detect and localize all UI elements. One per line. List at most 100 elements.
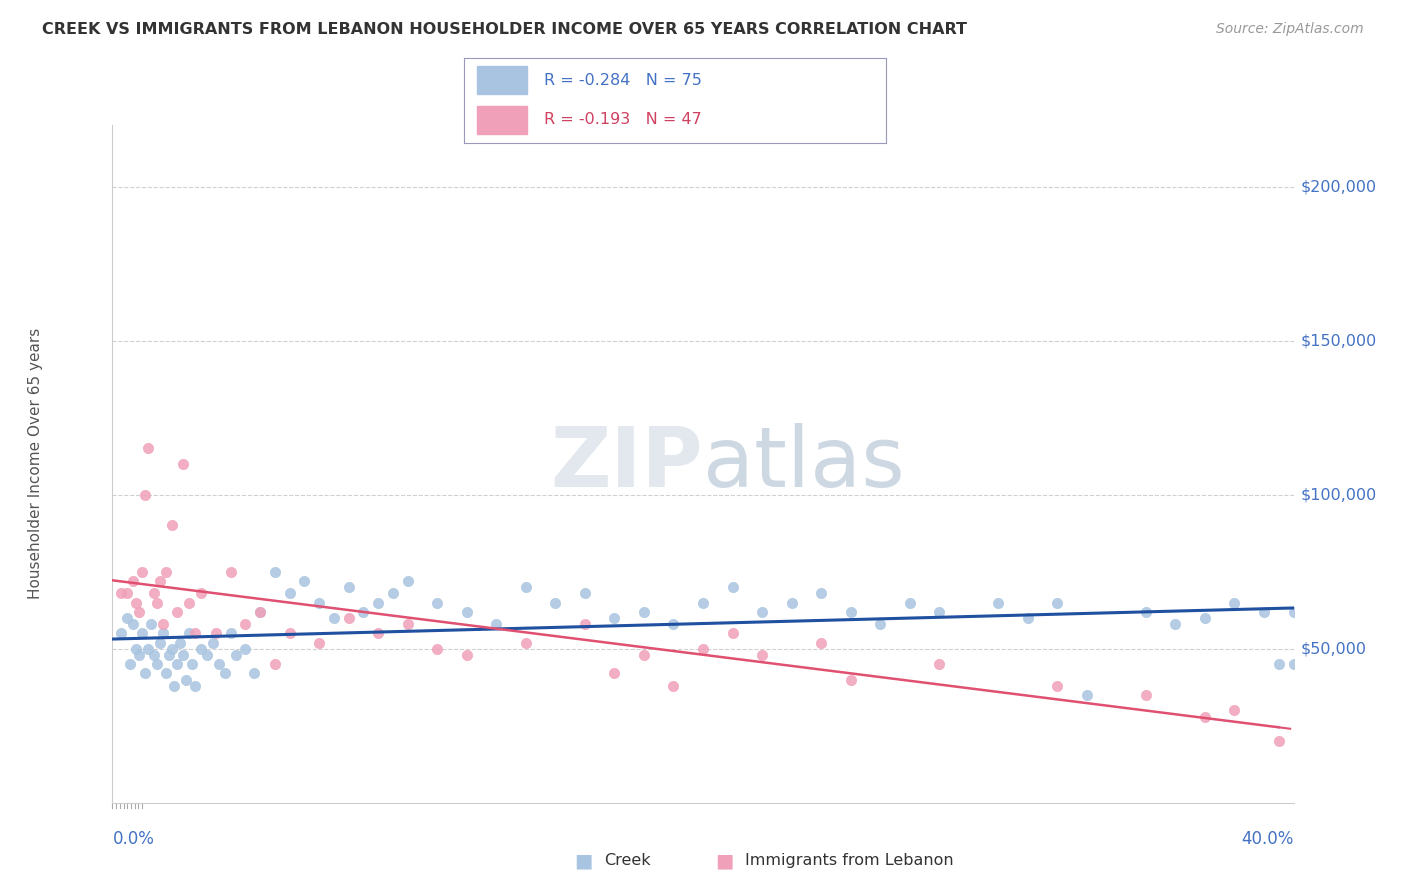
Point — [208, 657, 231, 672]
Point — [1046, 679, 1069, 693]
Point — [139, 617, 162, 632]
Point — [721, 580, 744, 594]
Point — [810, 586, 832, 600]
Point — [142, 648, 165, 662]
Point — [125, 595, 148, 609]
Text: R = -0.193   N = 47: R = -0.193 N = 47 — [544, 112, 702, 128]
Text: $200,000: $200,000 — [1301, 179, 1376, 194]
Point — [128, 605, 150, 619]
Point — [174, 673, 197, 687]
Point — [142, 586, 165, 600]
Point — [898, 595, 921, 609]
Text: Creek: Creek — [605, 854, 651, 868]
Point — [426, 595, 449, 609]
Text: $100,000: $100,000 — [1301, 487, 1376, 502]
Point — [136, 641, 159, 656]
Point — [157, 648, 180, 662]
Point — [249, 605, 271, 619]
Point — [278, 586, 301, 600]
Point — [201, 635, 224, 649]
Point — [396, 617, 419, 632]
Point — [166, 657, 188, 672]
Point — [292, 574, 315, 588]
Point — [152, 617, 174, 632]
Point — [367, 595, 389, 609]
Point — [396, 574, 419, 588]
Point — [166, 605, 188, 619]
Text: 0.0%: 0.0% — [112, 830, 155, 847]
Point — [308, 595, 330, 609]
Point — [149, 574, 172, 588]
Point — [205, 626, 228, 640]
Point — [352, 605, 374, 619]
Point — [179, 626, 201, 640]
Point — [233, 641, 256, 656]
Point — [160, 641, 183, 656]
Text: $150,000: $150,000 — [1301, 333, 1376, 348]
Point — [163, 679, 186, 693]
Text: atlas: atlas — [703, 424, 904, 504]
Point — [780, 595, 803, 609]
Point — [122, 574, 145, 588]
Point — [456, 648, 478, 662]
Point — [1268, 657, 1291, 672]
Point — [117, 611, 138, 625]
Text: Householder Income Over 65 years: Householder Income Over 65 years — [28, 328, 42, 599]
Point — [987, 595, 1010, 609]
Point — [169, 635, 191, 649]
Point — [337, 580, 360, 594]
Bar — [477, 106, 527, 134]
Point — [633, 605, 655, 619]
Point — [243, 666, 266, 681]
Point — [131, 626, 153, 640]
Point — [810, 635, 832, 649]
Point — [264, 657, 287, 672]
Text: Source: ZipAtlas.com: Source: ZipAtlas.com — [1216, 22, 1364, 37]
Point — [219, 565, 242, 579]
Point — [662, 679, 685, 693]
Text: ■: ■ — [574, 851, 593, 871]
Point — [1076, 688, 1098, 702]
Point — [1194, 611, 1216, 625]
Point — [190, 641, 212, 656]
Point — [117, 586, 138, 600]
Point — [184, 626, 207, 640]
Point — [1046, 595, 1069, 609]
Point — [155, 666, 177, 681]
Point — [134, 488, 156, 502]
Point — [869, 617, 891, 632]
Point — [110, 586, 132, 600]
Point — [1282, 657, 1305, 672]
Point — [190, 586, 212, 600]
Point — [839, 673, 862, 687]
Point — [131, 565, 153, 579]
Point — [544, 595, 567, 609]
Point — [184, 679, 207, 693]
Text: $50,000: $50,000 — [1301, 641, 1367, 657]
Point — [456, 605, 478, 619]
Point — [1282, 605, 1305, 619]
Point — [146, 595, 169, 609]
Text: R = -0.284   N = 75: R = -0.284 N = 75 — [544, 72, 702, 87]
Point — [146, 657, 169, 672]
Point — [172, 648, 194, 662]
Point — [1223, 595, 1246, 609]
Point — [160, 518, 183, 533]
Point — [110, 626, 132, 640]
Bar — [477, 67, 527, 95]
Point — [195, 648, 218, 662]
Point — [264, 565, 287, 579]
Point — [225, 648, 247, 662]
Point — [337, 611, 360, 625]
Point — [249, 605, 271, 619]
Point — [219, 626, 242, 640]
Point — [1194, 709, 1216, 723]
Text: 40.0%: 40.0% — [1241, 830, 1294, 847]
Point — [179, 595, 201, 609]
Point — [662, 617, 685, 632]
Point — [181, 657, 204, 672]
Point — [125, 641, 148, 656]
Point — [172, 457, 194, 471]
Point — [692, 641, 714, 656]
Text: ■: ■ — [714, 851, 734, 871]
